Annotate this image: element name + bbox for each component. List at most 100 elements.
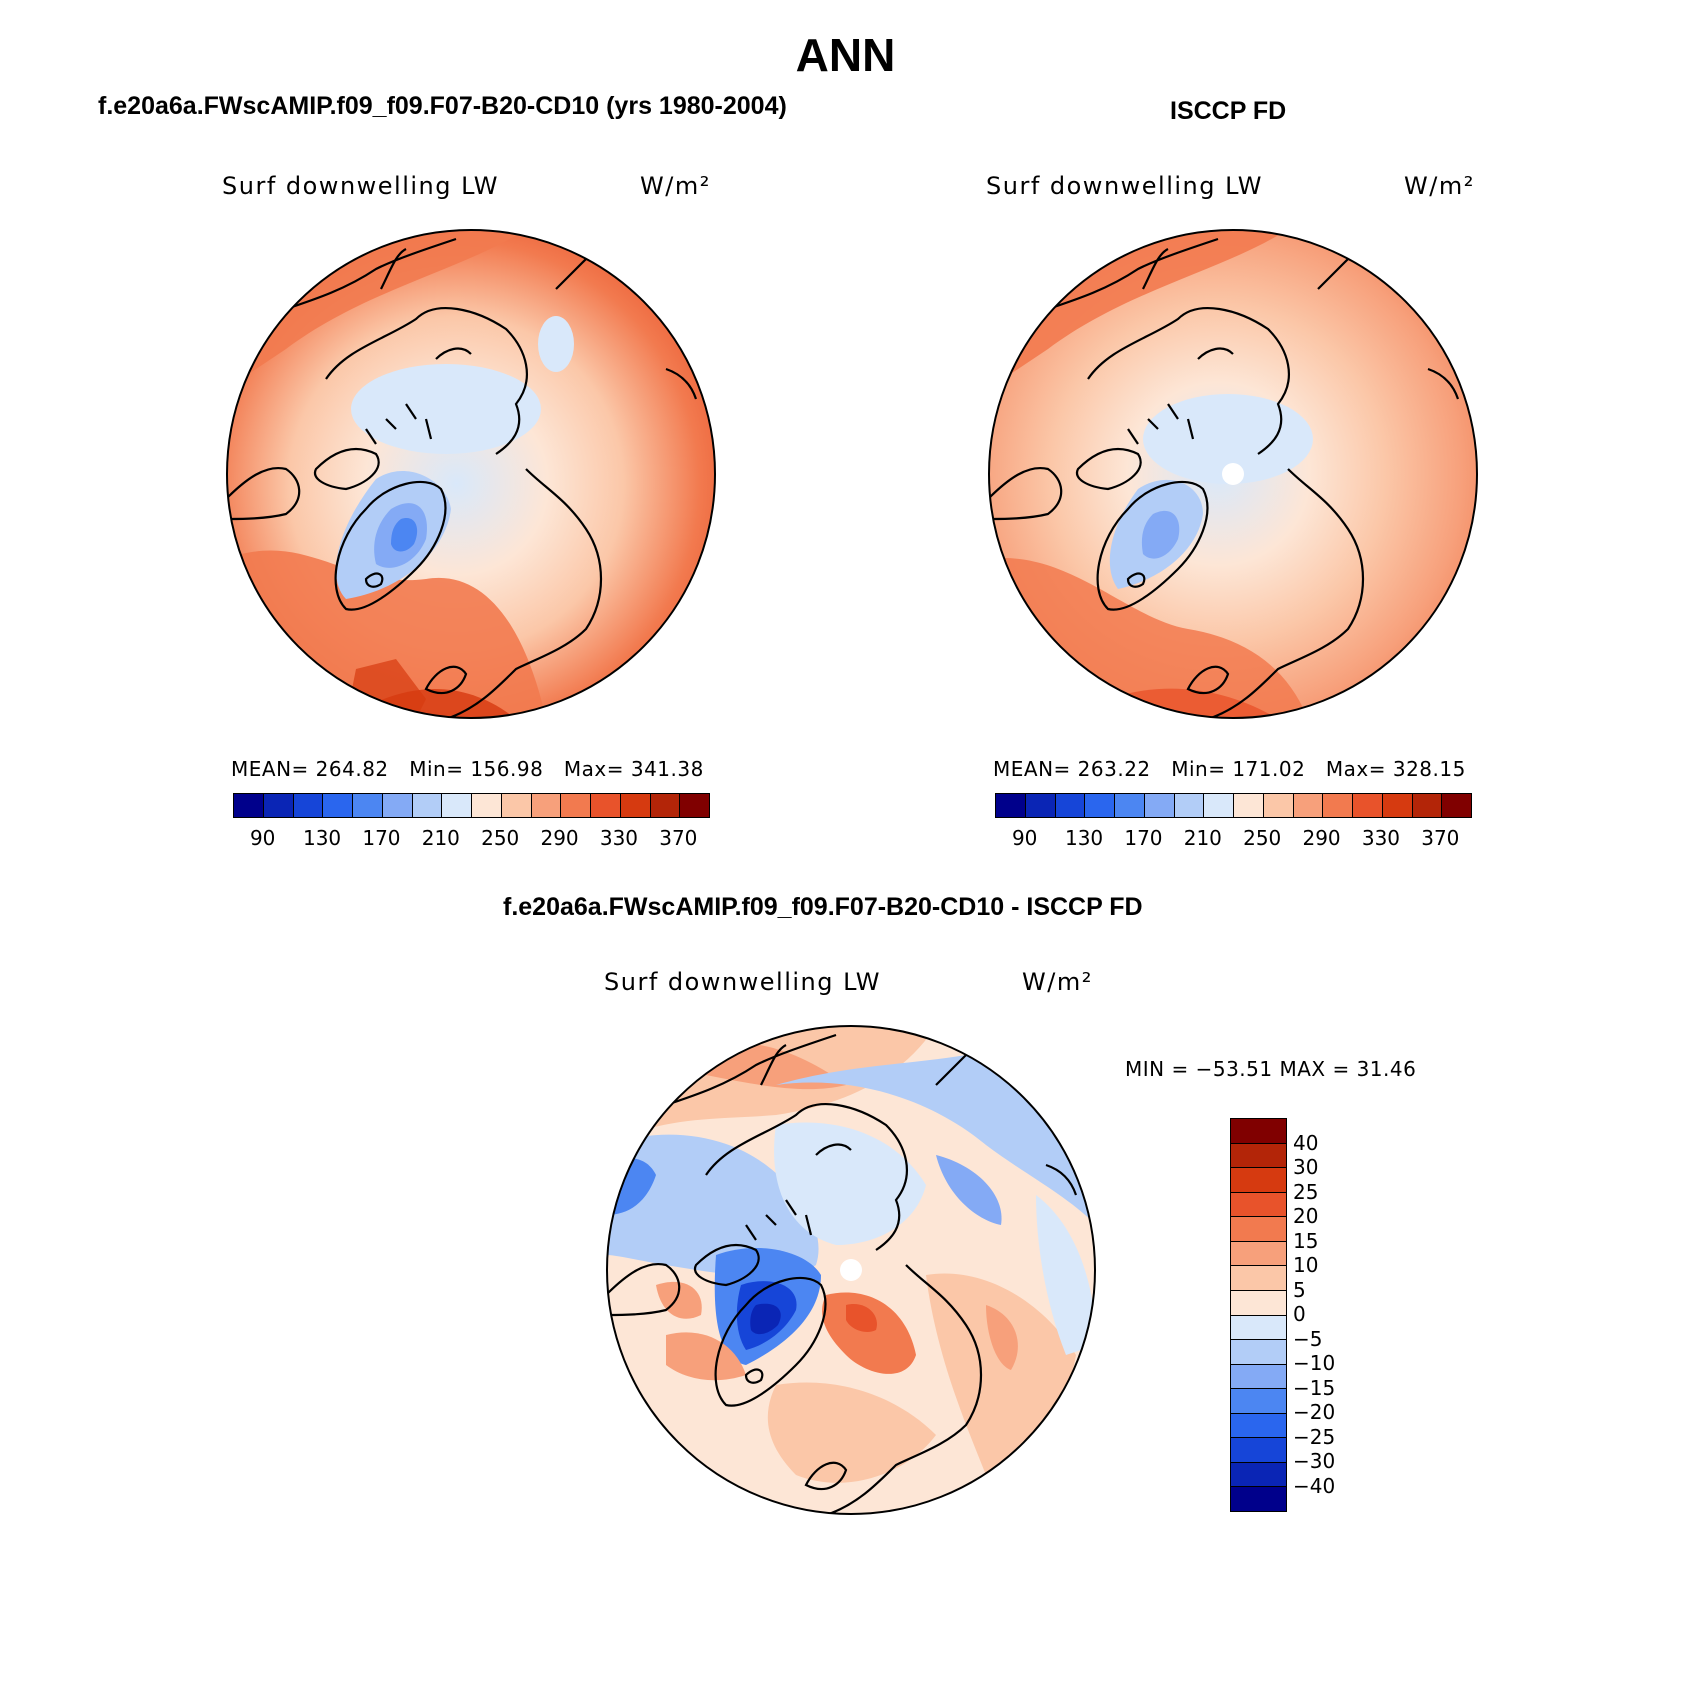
diff-colorbar-ticks: 40 30 25 20 15 10 5 0 −5 −10 −15 −20 −25 −30 −40: [1293, 1118, 1373, 1510]
colorbar-swatch: [620, 794, 651, 817]
panel-2-title: ISCCP FD: [1170, 97, 1287, 125]
colorbar-tick-label: −40: [1293, 1473, 1336, 1498]
panel-1-stats: MEAN= 264.82 Min= 156.98 Max= 341.38: [231, 757, 704, 781]
colorbar-swatch: [1231, 1315, 1286, 1341]
colorbar-tick-label: −15: [1293, 1375, 1336, 1400]
colorbar-swatch: [650, 794, 681, 817]
colorbar-swatch: [680, 794, 709, 817]
colorbar-tick-label: −25: [1293, 1424, 1336, 1449]
max-value: 341.38: [630, 757, 704, 781]
diff-units: W/m²: [1022, 968, 1093, 996]
panel-2-stats: MEAN= 263.22 Min= 171.02 Max= 328.15: [993, 757, 1466, 781]
colorbar-swatch: [1085, 794, 1115, 817]
panel-2-map: [988, 229, 1478, 719]
colorbar-swatch: [1231, 1266, 1286, 1291]
colorbar-tick-label: 40: [1293, 1130, 1319, 1155]
colorbar-tick-label: 25: [1293, 1179, 1319, 1204]
colorbar-swatch: [591, 794, 621, 817]
colorbar-swatch: [1231, 1462, 1286, 1488]
max-value: 328.15: [1392, 757, 1466, 781]
colorbar-tick-label: 250: [481, 826, 520, 850]
colorbar-swatch: [1231, 1413, 1286, 1439]
colorbar-swatch: [501, 794, 532, 817]
colorbar-tick-label: 90: [1011, 826, 1038, 850]
colorbar-swatch: [353, 794, 383, 817]
colorbar-tick-label: 290: [540, 826, 579, 850]
colorbar-swatch: [263, 794, 294, 817]
diff-variable: Surf downwelling LW: [604, 968, 882, 996]
colorbar-swatch: [1204, 794, 1234, 817]
diff-colorbar: [1230, 1118, 1287, 1512]
panel-2-variable: Surf downwelling LW: [986, 172, 1264, 200]
diff-min-max: MIN = −53.51 MAX = 31.46: [1125, 1057, 1417, 1081]
page-title: ANN: [795, 29, 896, 81]
min-value: 156.98: [470, 757, 544, 781]
colorbar-swatch: [382, 794, 413, 817]
colorbar-swatch: [1231, 1290, 1286, 1316]
colorbar-swatch: [1231, 1168, 1286, 1193]
colorbar-swatch: [472, 794, 502, 817]
panel-2-units: W/m²: [1404, 172, 1475, 200]
colorbar-tick-label: 20: [1293, 1204, 1319, 1228]
colorbar-swatch: [1231, 1487, 1286, 1511]
min-value: 171.02: [1232, 757, 1306, 781]
colorbar-tick-label: 330: [1361, 826, 1401, 850]
panel-2-colorbar: [995, 793, 1472, 818]
colorbar-tick-label: 210: [421, 826, 460, 850]
colorbar-swatch: [1353, 794, 1383, 817]
colorbar-swatch: [1144, 794, 1175, 817]
panel-2-colorbar-ticks: 90 130 170 210 250 290 330 370: [995, 826, 1473, 852]
colorbar-swatch: [1263, 794, 1294, 817]
colorbar-swatch: [293, 794, 324, 817]
panel-1-colorbar: [233, 793, 710, 818]
colorbar-tick-label: 330: [599, 826, 639, 850]
panel-1-title: f.e20a6a.FWscAMIP.f09_f09.F07-B20-CD10 (…: [98, 92, 787, 120]
colorbar-swatch: [1115, 794, 1145, 817]
min-label: Min=: [1171, 757, 1226, 781]
colorbar-tick-label: 370: [659, 826, 698, 850]
colorbar-swatch: [1025, 794, 1056, 817]
colorbar-swatch: [1231, 1192, 1286, 1218]
colorbar-tick-label: −10: [1293, 1351, 1336, 1375]
colorbar-swatch: [1442, 794, 1471, 817]
colorbar-tick-label: 5: [1293, 1277, 1306, 1302]
max-label: Max=: [563, 757, 624, 781]
colorbar-tick-label: 370: [1421, 826, 1460, 850]
colorbar-tick-label: 0: [1293, 1302, 1306, 1326]
colorbar-tick-label: 10: [1293, 1253, 1319, 1277]
mean-value: 264.82: [315, 757, 389, 781]
mean-label: MEAN=: [231, 757, 309, 781]
colorbar-tick-label: −5: [1293, 1326, 1323, 1351]
colorbar-tick-label: 290: [1302, 826, 1341, 850]
colorbar-tick-label: 30: [1293, 1155, 1319, 1179]
colorbar-swatch: [1231, 1438, 1286, 1463]
colorbar-tick-label: 170: [362, 826, 401, 850]
colorbar-swatch: [1231, 1340, 1286, 1365]
colorbar-swatch: [1382, 794, 1413, 817]
colorbar-tick-label: 15: [1293, 1228, 1319, 1253]
colorbar-swatch: [1412, 794, 1443, 817]
colorbar-swatch: [1055, 794, 1086, 817]
colorbar-swatch: [1231, 1389, 1286, 1414]
diff-map: [606, 1025, 1096, 1515]
colorbar-tick-label: 130: [1064, 826, 1104, 850]
diff-title: f.e20a6a.FWscAMIP.f09_f09.F07-B20-CD10 -…: [503, 893, 1143, 921]
colorbar-swatch: [1293, 794, 1324, 817]
colorbar-swatch: [1174, 794, 1205, 817]
mean-label: MEAN=: [993, 757, 1071, 781]
colorbar-swatch: [1231, 1364, 1286, 1390]
colorbar-swatch: [323, 794, 353, 817]
colorbar-swatch: [234, 794, 264, 817]
colorbar-swatch: [442, 794, 472, 817]
colorbar-swatch: [1231, 1217, 1286, 1242]
panel-1-variable: Surf downwelling LW: [222, 172, 500, 200]
mean-value: 263.22: [1077, 757, 1151, 781]
colorbar-tick-label: 170: [1124, 826, 1163, 850]
colorbar-swatch: [531, 794, 562, 817]
colorbar-tick-label: 130: [302, 826, 342, 850]
panel-1-units: W/m²: [640, 172, 711, 200]
colorbar-tick-label: 90: [249, 826, 276, 850]
colorbar-swatch: [561, 794, 591, 817]
min-label: Min=: [409, 757, 464, 781]
colorbar-tick-label: −20: [1293, 1400, 1336, 1424]
